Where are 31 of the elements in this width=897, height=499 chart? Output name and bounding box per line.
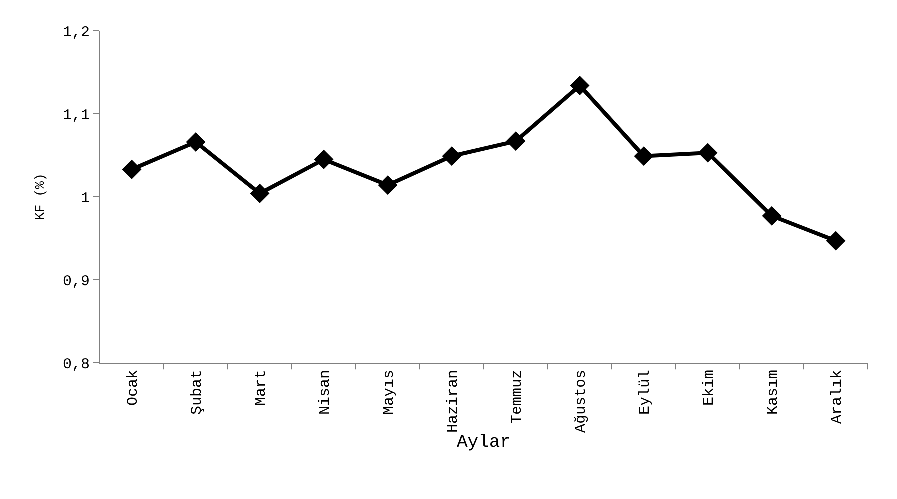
x-tick-label: Nisan: [316, 370, 334, 416]
x-tick-label: Eylül: [636, 370, 654, 416]
point: [122, 160, 142, 180]
point: [634, 146, 654, 166]
x-tick-label: Mayıs: [380, 370, 398, 416]
point: [570, 76, 590, 96]
x-tick-label: Temmuz: [508, 370, 526, 424]
y-tick-label: 1: [80, 190, 90, 208]
y-tick-label: 0,9: [62, 273, 90, 290]
point: [186, 132, 206, 152]
x-tick-label: Haziran: [444, 370, 462, 434]
x-tick-label: Ağustos: [572, 370, 590, 434]
x-axis-title: Aylar: [456, 433, 512, 454]
point: [698, 143, 718, 163]
point: [314, 150, 334, 170]
point: [506, 132, 526, 152]
point: [826, 231, 846, 251]
x-tick-label: Şubat: [188, 370, 206, 416]
x-tick-label: Ekim: [700, 370, 718, 406]
point: [762, 206, 782, 226]
point: [250, 184, 270, 204]
x-tick-label: Aralık: [828, 370, 846, 424]
point: [378, 176, 398, 196]
x-tick-label: Ocak: [124, 370, 142, 406]
y-axis-title: KF (%): [32, 174, 48, 220]
y-tick-label: 0,8: [62, 356, 90, 374]
x-tick-label: Kasım: [764, 370, 782, 416]
point: [442, 146, 462, 166]
y-tick-label: 1,1: [62, 107, 90, 124]
y-tick-label: 1,2: [62, 24, 90, 42]
x-tick-label: Mart: [252, 370, 270, 406]
